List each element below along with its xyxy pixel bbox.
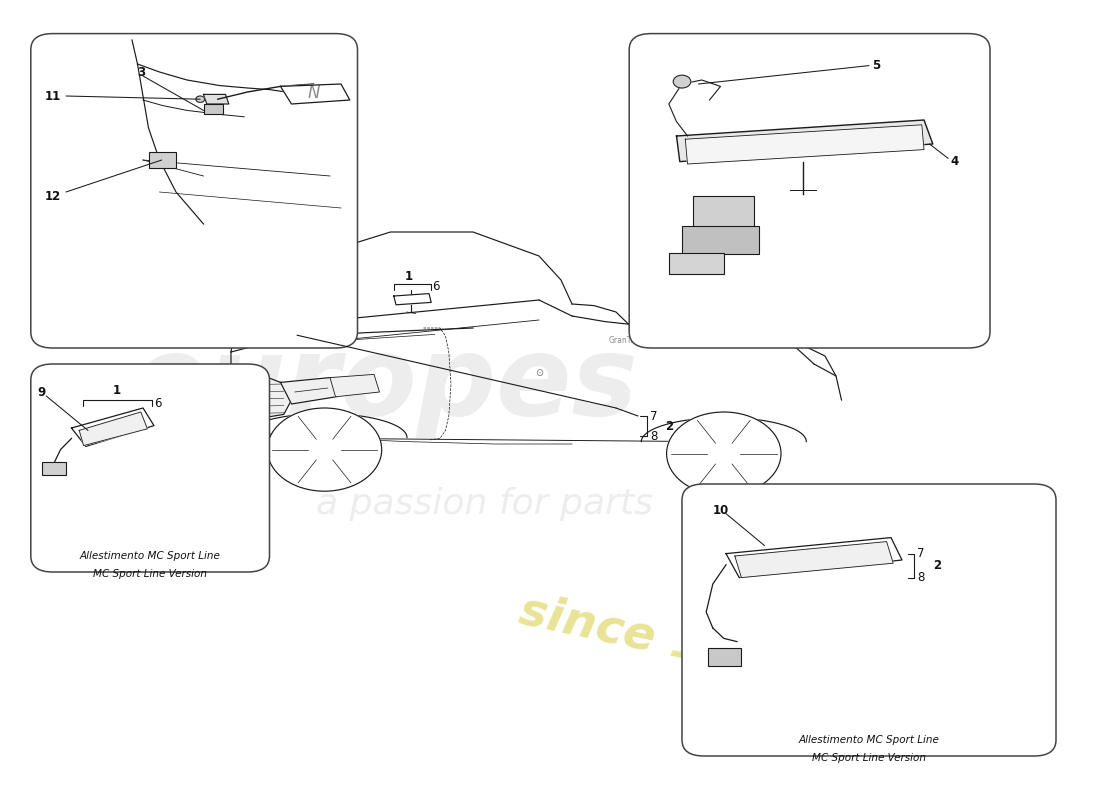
- Polygon shape: [72, 408, 154, 446]
- Polygon shape: [735, 542, 893, 578]
- Text: N: N: [307, 84, 320, 102]
- Bar: [693, 196, 754, 228]
- Bar: [682, 226, 759, 254]
- Bar: [669, 253, 724, 274]
- Text: 11: 11: [44, 90, 60, 102]
- Polygon shape: [280, 378, 341, 404]
- Circle shape: [667, 412, 781, 495]
- Bar: [148, 152, 176, 168]
- Polygon shape: [330, 374, 380, 397]
- Text: 10: 10: [713, 504, 728, 517]
- Text: 7: 7: [650, 410, 658, 422]
- Text: 12: 12: [44, 190, 60, 202]
- Circle shape: [673, 75, 691, 88]
- Polygon shape: [726, 538, 902, 578]
- Text: 3: 3: [136, 66, 145, 78]
- Polygon shape: [284, 329, 306, 340]
- Text: ⊙: ⊙: [535, 368, 543, 378]
- Polygon shape: [280, 84, 350, 104]
- Text: 1: 1: [405, 270, 414, 282]
- Text: a passion for parts: a passion for parts: [316, 487, 652, 521]
- Text: europes: europes: [132, 330, 638, 438]
- Bar: [708, 648, 741, 666]
- Polygon shape: [236, 376, 292, 418]
- Text: 6: 6: [432, 280, 440, 293]
- Text: 8: 8: [917, 571, 925, 584]
- Text: MC Sport Line Version: MC Sport Line Version: [92, 569, 207, 578]
- Polygon shape: [394, 294, 431, 305]
- Text: 8: 8: [650, 430, 658, 442]
- Polygon shape: [676, 120, 933, 162]
- Text: 5: 5: [872, 59, 881, 72]
- Circle shape: [196, 96, 205, 102]
- Text: 6: 6: [154, 397, 162, 410]
- Text: 9: 9: [37, 386, 46, 398]
- FancyBboxPatch shape: [629, 34, 990, 348]
- FancyBboxPatch shape: [31, 364, 270, 572]
- Text: since 1985: since 1985: [516, 588, 804, 692]
- Text: 2: 2: [933, 559, 940, 572]
- Text: 7: 7: [917, 547, 925, 560]
- Polygon shape: [79, 412, 147, 446]
- Text: MC Sport Line Version: MC Sport Line Version: [812, 753, 926, 762]
- Text: 4: 4: [950, 155, 958, 168]
- Text: 1: 1: [112, 384, 121, 397]
- FancyBboxPatch shape: [682, 484, 1056, 756]
- Bar: [42, 462, 66, 475]
- Bar: [204, 104, 223, 114]
- Text: Allestimento MC Sport Line: Allestimento MC Sport Line: [79, 551, 220, 561]
- Circle shape: [267, 408, 382, 491]
- Text: GranTurismo: GranTurismo: [608, 335, 657, 345]
- Polygon shape: [204, 94, 229, 104]
- Polygon shape: [685, 125, 924, 164]
- Text: Allestimento MC Sport Line: Allestimento MC Sport Line: [799, 735, 939, 745]
- Text: 2: 2: [666, 420, 673, 433]
- FancyBboxPatch shape: [31, 34, 358, 348]
